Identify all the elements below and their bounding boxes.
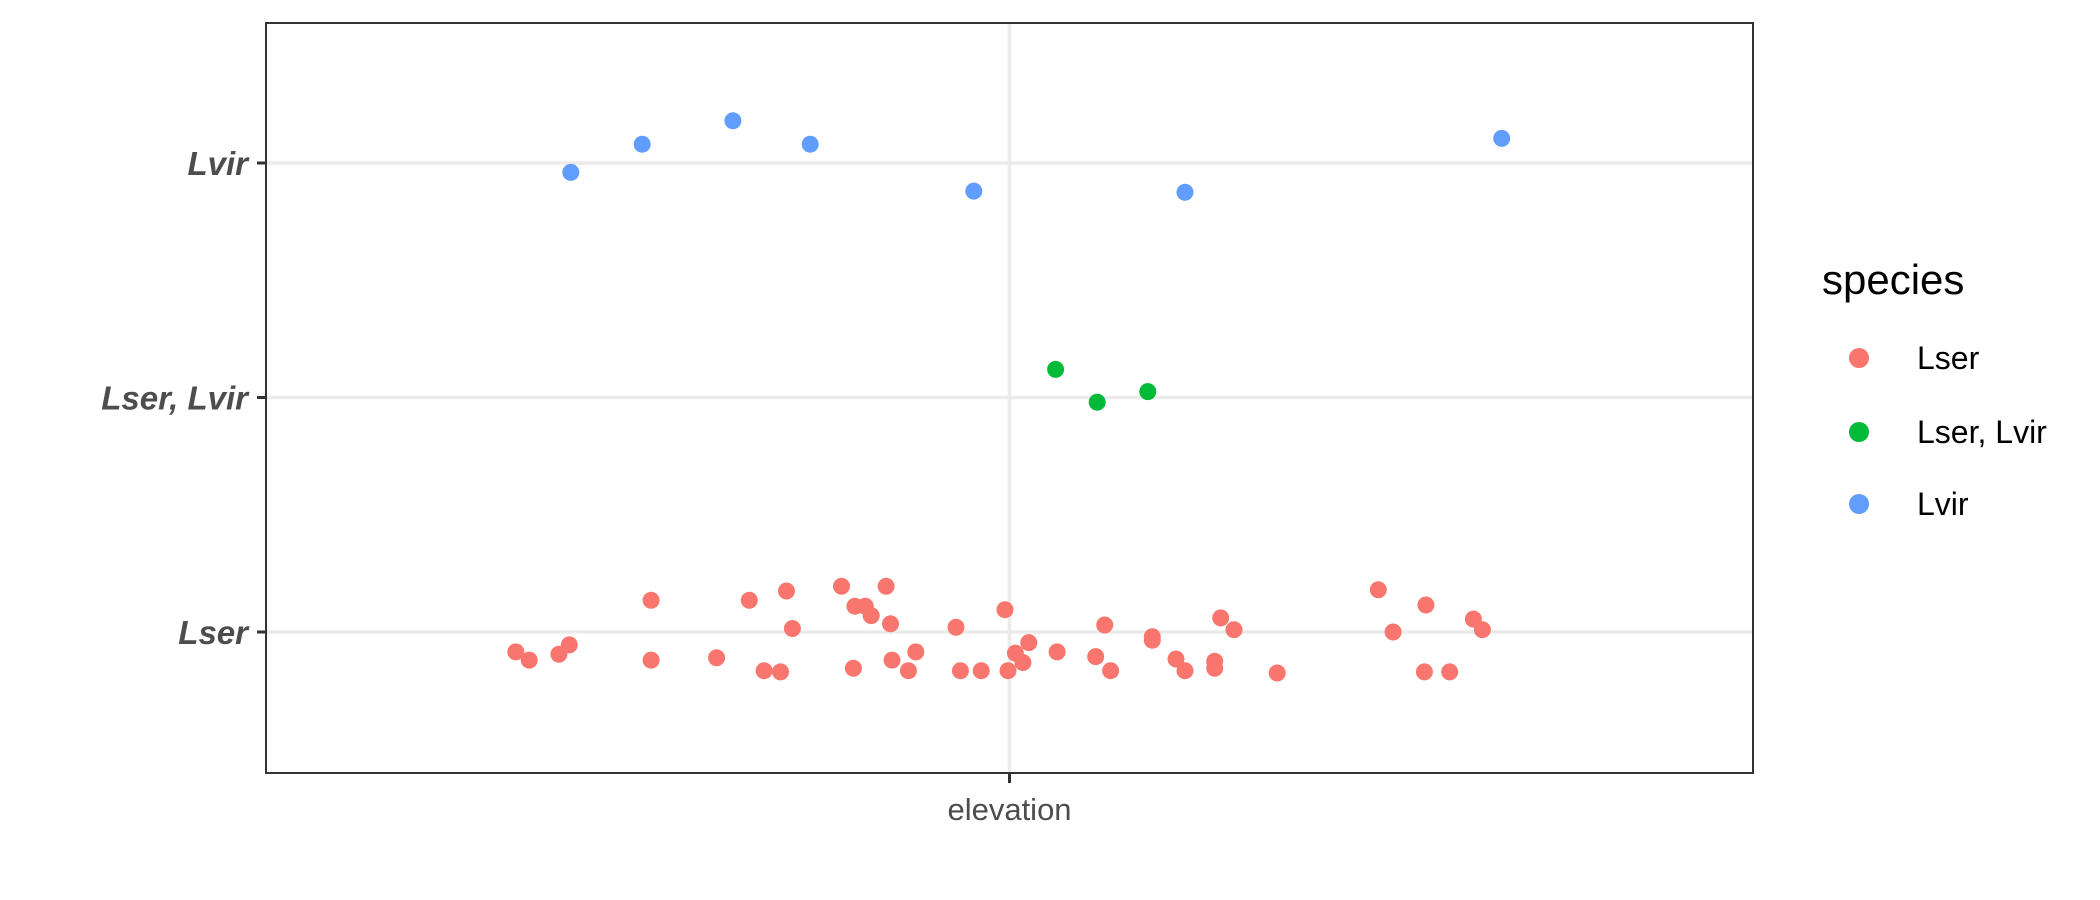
legend-label-lser: Lser: [1917, 340, 1980, 376]
data-points: [507, 112, 1511, 682]
legend-title: species: [1822, 256, 1964, 303]
point-lser-9: [772, 663, 789, 681]
point-lser-lvir-0: [1047, 360, 1065, 378]
point-lser-23: [951, 662, 969, 680]
axes: Lser Lser, Lvir Lvir elevation: [101, 145, 1071, 827]
y-tick-label-2: Lvir: [187, 145, 250, 182]
point-lvir-6: [1493, 129, 1511, 147]
point-lser-49: [1473, 621, 1491, 639]
point-lser-3: [560, 636, 578, 654]
point-lser-20: [899, 662, 917, 680]
point-lser-42: [1268, 664, 1286, 682]
point-lvir-1: [633, 135, 651, 153]
point-lser-46: [1415, 663, 1433, 681]
legend-key-lvir: [1849, 494, 1869, 514]
point-lser-40: [1212, 609, 1230, 627]
point-lser-30: [1048, 643, 1066, 661]
point-lser-16: [862, 607, 880, 625]
point-lser-39: [1206, 659, 1224, 677]
legend-label-lvir: Lvir: [1917, 486, 1969, 522]
x-tick-label-0: elevation: [947, 792, 1071, 827]
point-lser-7: [740, 591, 758, 609]
point-lvir-4: [965, 182, 983, 200]
point-lser-8: [755, 662, 773, 680]
point-lser-33: [1102, 662, 1120, 680]
point-lser-21: [907, 643, 925, 661]
point-lvir-0: [562, 163, 580, 181]
point-lser-37: [1176, 662, 1194, 680]
legend-label-lser-lvir: Lser, Lvir: [1917, 414, 2047, 450]
point-lser-17: [877, 577, 895, 595]
point-lser-lvir-1: [1088, 393, 1106, 411]
point-lser-45: [1417, 596, 1435, 614]
point-lser-25: [996, 601, 1014, 619]
legend: species Lser Lser, Lvir Lvir: [1822, 256, 2047, 522]
point-lser-19: [883, 651, 901, 669]
point-lser-32: [1096, 616, 1114, 634]
point-lser-lvir-2: [1139, 383, 1157, 401]
point-lser-47: [1441, 663, 1459, 681]
point-lser-26: [999, 662, 1017, 680]
point-lser-41: [1225, 621, 1243, 639]
point-lser-0: [507, 643, 525, 661]
point-lser-10: [778, 582, 795, 600]
point-lser-28: [1014, 654, 1032, 671]
y-tick-label-0: Lser: [178, 614, 250, 651]
point-lser-5: [642, 651, 660, 669]
point-lser-4: [642, 591, 660, 609]
point-lser-6: [708, 649, 726, 667]
y-tick-label-1: Lser, Lvir: [101, 380, 250, 417]
point-lser-36: [1167, 650, 1185, 668]
point-lvir-5: [1176, 183, 1194, 201]
point-lser-31: [1087, 648, 1105, 666]
point-lser-35: [1143, 631, 1161, 649]
point-lser-18: [882, 615, 899, 633]
point-lser-13: [844, 659, 862, 677]
point-lser-22: [947, 618, 965, 636]
point-lser-43: [1369, 581, 1387, 599]
point-lser-29: [1020, 634, 1038, 652]
point-lvir-3: [801, 135, 819, 153]
point-lser-12: [833, 577, 850, 595]
legend-key-lser-lvir: [1849, 422, 1869, 442]
point-lser-1: [520, 651, 538, 669]
point-lvir-2: [724, 112, 742, 130]
point-lser-11: [783, 620, 801, 637]
point-lser-44: [1384, 623, 1402, 641]
point-lser-24: [972, 662, 990, 680]
legend-key-lser: [1849, 348, 1869, 368]
